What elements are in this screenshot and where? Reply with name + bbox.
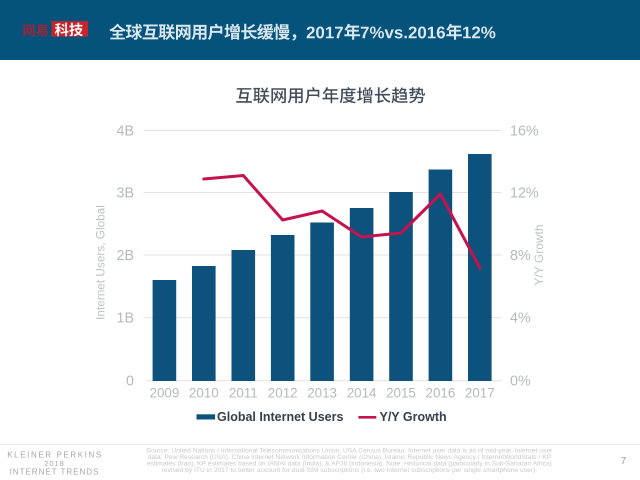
svg-text:2013: 2013 (307, 386, 337, 401)
svg-text:7: 7 (621, 456, 627, 467)
svg-text:2016: 2016 (426, 386, 456, 401)
svg-text:3B: 3B (117, 185, 135, 201)
svg-text:Source: United Nations / Inter: Source: United Nations / International T… (147, 447, 554, 454)
svg-text:2011: 2011 (229, 386, 258, 401)
svg-text:2012: 2012 (268, 386, 298, 401)
svg-text:0: 0 (126, 373, 134, 389)
svg-text:data: Pew Research (USA), Chin: data: Pew Research (USA), China Internet… (148, 454, 552, 461)
svg-text:4B: 4B (117, 123, 135, 139)
svg-text:Internet Users, Global: Internet Users, Global (94, 205, 108, 320)
svg-text:8%: 8% (510, 248, 531, 264)
svg-text:Global Internet Users: Global Internet Users (217, 410, 343, 424)
svg-text:revised by ITU in 2017 to bett: revised by ITU in 2017 to better account… (162, 467, 538, 474)
svg-text:KLEINER PERKINS: KLEINER PERKINS (7, 451, 103, 460)
svg-text:2B: 2B (117, 248, 135, 264)
svg-text:Y/Y Growth: Y/Y Growth (380, 410, 447, 424)
svg-text:0%: 0% (510, 373, 531, 389)
svg-text:estimates (Iran), KP estimates: estimates (Iran), KP estimates based on … (147, 460, 552, 467)
svg-text:1B: 1B (117, 311, 135, 327)
svg-text:12%: 12% (510, 185, 539, 201)
svg-text:4%: 4% (510, 311, 531, 327)
svg-text:2010: 2010 (189, 386, 219, 401)
svg-text:2017: 2017 (465, 386, 495, 401)
svg-text:2015: 2015 (386, 386, 416, 401)
svg-text:Y/Y Growth: Y/Y Growth (532, 224, 546, 285)
svg-text:INTERNET TRENDS: INTERNET TRENDS (10, 468, 100, 477)
svg-text:2014: 2014 (347, 386, 377, 401)
svg-text:2018: 2018 (44, 459, 65, 468)
svg-text:16%: 16% (510, 123, 539, 139)
svg-text:2009: 2009 (150, 386, 180, 401)
